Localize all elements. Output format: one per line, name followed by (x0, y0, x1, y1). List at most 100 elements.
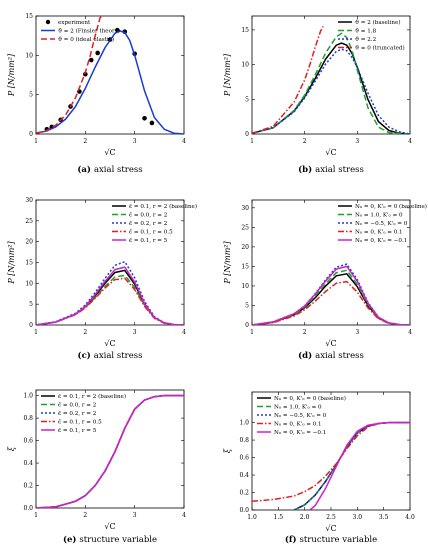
series-group (36, 394, 184, 508)
y-tick-label: 0.6 (23, 438, 33, 445)
x-tick-label: 3 (355, 329, 359, 336)
legend-entry: N₀ = 1.0, K'₀ = 0 (355, 213, 403, 219)
x-tick-label: 3.5 (379, 514, 389, 521)
panel-caption: (c) axial stress (78, 350, 143, 361)
x-tick-label: 1 (34, 512, 38, 519)
x-tick-label: 4 (182, 329, 186, 336)
legend-entry: ϵ̄ = 0.2, r = 2 (58, 411, 97, 417)
x-axis-label: √C (104, 522, 115, 531)
x-tick-label: 2.0 (300, 514, 310, 521)
x-tick-label: 3 (133, 329, 137, 336)
series-line (252, 273, 410, 325)
y-tick-label: 5 (245, 96, 249, 103)
x-tick-label: 3.0 (353, 514, 363, 521)
panel-caption: (e) structure variable (63, 534, 157, 545)
legend-entry: ϑ = 2.2 (355, 37, 377, 43)
legend-entry: N₀ = −0.5, K'₀ = 0 (355, 221, 408, 227)
panel-caption-text: axial stress (315, 165, 364, 175)
series-line (252, 280, 410, 325)
chart-panel-e: 1 2 3 4 0.0 0.2 0.4 0.6 0.8 1.0 √C ξ ϵ̄ = 0.1, r = 2… (7, 389, 186, 545)
y-tick-label: 0.2 (239, 490, 249, 497)
series-line (252, 263, 410, 325)
y-tick-label: 0.0 (239, 507, 249, 514)
y-tick-label: 1.0 (239, 420, 249, 427)
legend-entry: ϑ = 1.8 (355, 29, 377, 35)
y-tick-label: 0 (245, 322, 249, 329)
panel-label: (f) (285, 534, 297, 545)
panel-label: (a) (77, 164, 91, 175)
y-tick-label: 15 (241, 27, 249, 34)
data-point (88, 57, 94, 63)
y-tick-label: 30 (25, 197, 33, 204)
y-tick-label: 0 (29, 131, 33, 138)
legend: N₀ = 0, K'₀ = 0 (baseline) N₀ = 1.0, K'₀ … (257, 395, 346, 436)
y-tick-label: 0.4 (23, 460, 33, 467)
legend-entry: ϑ = 2 (baseline) (355, 19, 401, 26)
series-line (36, 274, 184, 325)
chart-panel-a: 1 2 3 4 0 5 10 15 √C P [N/mm²] experiment ϑ = 2 (Fi… (7, 13, 186, 175)
legend: ϵ̄ = 0.1, r = 2 (baseline) ϵ̄ = 0.0, r = … (112, 203, 197, 244)
panel-caption-text: axial stress (94, 351, 143, 361)
panel-caption-text: structure variable (79, 535, 157, 545)
legend-entry: ϵ̄ = 0.0, r = 2 (129, 213, 168, 219)
series-line (36, 260, 184, 325)
legend-entry: ϵ̄ = 0.1, r = 5 (58, 428, 97, 434)
chart-panel-c: 1 2 3 4 0 5 10 15 20 25 30 √C P [N/mm²] ϵ̄ = 0.1, r =… (7, 197, 197, 361)
panel-caption: (b) axial stress (298, 164, 364, 175)
y-tick-label: 10 (25, 280, 33, 287)
series-group (252, 263, 410, 325)
panel-label: (c) (78, 350, 91, 361)
x-tick-label: 4 (182, 512, 186, 519)
x-axis-label: √C (325, 524, 336, 533)
legend: experiment ϑ = 2 (Finsler theory)ϑ = 0 (i… (41, 19, 120, 43)
x-axis-label: √C (104, 148, 115, 157)
y-tick-label: 10 (241, 62, 249, 69)
legend: ϑ = 2 (baseline) ϑ = 1.8 ϑ = 2.2 ϑ = 0 (tru… (338, 19, 405, 52)
panel-caption-text: structure variable (300, 535, 378, 545)
legend-entry: ϵ̄ = 0.1, r = 0.5 (58, 420, 102, 426)
series-line (252, 48, 410, 134)
series-line (36, 277, 184, 325)
series-group (36, 16, 184, 134)
y-axis-label: P [N/mm²] (7, 241, 16, 285)
y-tick-label: 0 (245, 131, 249, 138)
series-line (252, 42, 410, 134)
series-group (252, 421, 410, 510)
series-line (309, 421, 410, 510)
x-tick-label: 1 (34, 329, 38, 336)
panel-caption: (d) axial stress (298, 350, 364, 361)
series-group (252, 26, 410, 134)
panel-label: (d) (298, 350, 312, 361)
y-tick-label: 0.4 (239, 472, 249, 479)
x-tick-label: 2 (83, 329, 87, 336)
x-tick-label: 3 (355, 138, 359, 145)
y-tick-label: 10 (241, 283, 249, 290)
plot-frame (35, 389, 185, 509)
legend-entry: ϵ̄ = 0.1, r = 0.5 (129, 230, 173, 236)
y-tick-label: 0.8 (23, 415, 33, 422)
panel-caption: (a) axial stress (77, 164, 142, 175)
legend-entry: N₀ = 0, K'₀ = 0.1 (355, 230, 403, 236)
legend-entry: N₀ = 0, K'₀ = −0.1 (274, 430, 326, 436)
x-axis-label: √C (104, 339, 115, 348)
plot-frame (251, 199, 411, 326)
y-tick-label: 0.6 (239, 455, 249, 462)
legend-entry: ϵ̄ = 0.1, r = 2 (baseline) (58, 393, 126, 400)
plot-frame (251, 15, 411, 135)
y-tick-label: 0.2 (23, 483, 33, 490)
legend-entry: N₀ = 0, K'₀ = 0 (baseline) (274, 395, 346, 402)
x-tick-label: 3 (133, 512, 137, 519)
y-tick-label: 25 (25, 218, 33, 225)
plot-frame (35, 199, 185, 326)
x-tick-label: 2 (83, 138, 87, 145)
x-tick-label: 2 (303, 329, 307, 336)
panel-caption-text: axial stress (94, 165, 143, 175)
legend-entry: ϵ̄ = 0.1, r = 5 (129, 238, 168, 244)
y-tick-label: 0 (29, 322, 33, 329)
series-line (36, 394, 184, 508)
x-tick-label: 2 (83, 512, 87, 519)
legend: N₀ = 0, K'₀ = 0 (baseline) N₀ = 1.0, K'₀ … (338, 203, 427, 244)
